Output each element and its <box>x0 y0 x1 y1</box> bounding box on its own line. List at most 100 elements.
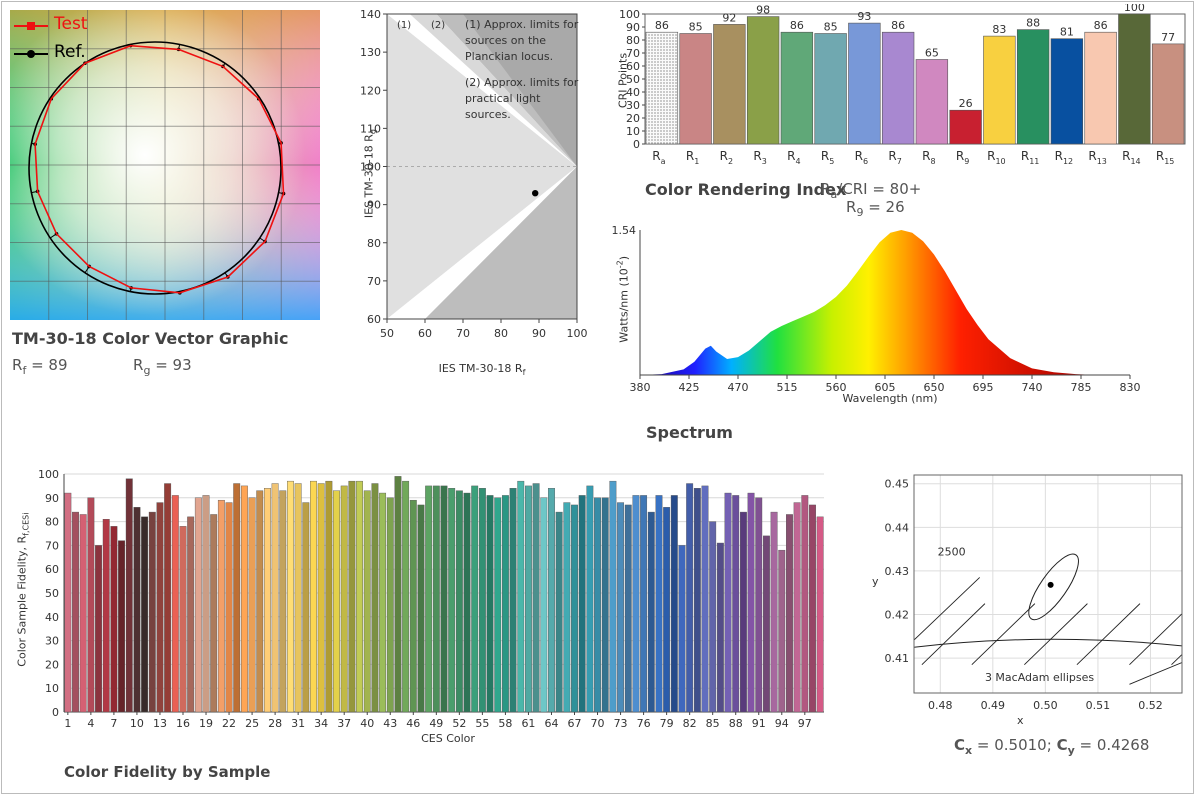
fidelity-bar <box>340 485 348 713</box>
spectrum-panel: 1.54 380 425 470 515 560 605 650 695 740 785 830 Wa… <box>600 222 1190 412</box>
cri-value-label: 81 <box>1060 26 1074 39</box>
macadam-ellipse <box>1028 553 1079 621</box>
cri-value-label: 92 <box>722 11 736 24</box>
fidelity-bar <box>555 511 563 713</box>
x-tick-label: 55 <box>475 717 489 730</box>
rf-rg-panel: 60 70 80 90 100 110 120 130 140 50 60 70 80 90 100 (1)(… <box>355 6 595 391</box>
fidelity-bar <box>356 480 363 713</box>
x-tick-label: 785 <box>1071 381 1092 394</box>
rf-rg-point <box>532 189 539 197</box>
cri-bar <box>814 33 847 145</box>
fidelity-bar <box>125 478 133 713</box>
y-tick-label: 10 <box>45 682 59 695</box>
fidelity-bar <box>240 485 248 713</box>
y-tick-label: 80 <box>626 34 640 47</box>
note2-tag: (2) <box>431 20 445 31</box>
fidelity-bar <box>678 545 686 713</box>
fidelity-bar <box>724 492 732 713</box>
cri-category-label: R8 <box>922 149 935 166</box>
fidelity-bar <box>409 499 417 713</box>
x-tick-label: 22 <box>222 717 236 730</box>
cy-number: = 0.4268 <box>1079 736 1150 754</box>
vector-graphic-caption: TM-30-18 Color Vector Graphic <box>12 329 289 348</box>
cri-value-label: 26 <box>959 97 973 110</box>
spectrum-chart: 1.54 380 425 470 515 560 605 650 695 740 785 830 <box>612 224 1141 394</box>
fidelity-bar <box>386 497 394 713</box>
fidelity-bar <box>371 483 379 713</box>
fidelity-caption: Color Fidelity by Sample <box>64 763 271 781</box>
fidelity-bar <box>171 495 179 713</box>
fidelity-bar <box>647 511 655 713</box>
spectrum-peak-label: 1.54 <box>612 224 637 237</box>
r9-label: R <box>846 198 857 216</box>
y-tick-label: 20 <box>626 112 640 125</box>
y-tick-label: 60 <box>367 313 381 326</box>
cri-bar <box>713 24 746 145</box>
vector-graphic-panel: Test Ref. <box>0 0 320 320</box>
chromaticity-point <box>1047 581 1054 588</box>
chromaticity-panel: 0.48 0.49 0.50 0.51 0.52 0.41 0.42 0.43 0.44 0.45… <box>862 465 1190 730</box>
fidelity-bar <box>110 526 118 713</box>
x-tick-label: 10 <box>130 717 144 730</box>
note2-line: practical light <box>465 92 541 105</box>
cri-value-label: 83 <box>992 23 1006 36</box>
cri-category-label: R14 <box>1122 149 1141 166</box>
fidelity-bar <box>294 483 302 713</box>
fidelity-bar <box>440 485 448 713</box>
cri-caption-title: Color Rendering Index <box>645 180 847 199</box>
fidelity-bar <box>586 485 594 713</box>
fidelity-bar <box>379 492 387 713</box>
y-tick-label: 70 <box>45 539 59 552</box>
fidelity-bar <box>571 504 578 713</box>
fidelity-bar <box>263 488 271 713</box>
x-tick-label: 740 <box>1022 381 1043 394</box>
fidelity-bar <box>563 502 571 713</box>
fidelity-bar <box>594 497 601 713</box>
cri-value-label: 93 <box>857 10 871 23</box>
cri-bar <box>848 22 881 145</box>
cri-value-label: 85 <box>689 21 703 34</box>
x-tick-label: 28 <box>268 717 282 730</box>
cri-value-label: 86 <box>790 19 804 32</box>
note1-line: (1) Approx. limits for <box>465 18 579 31</box>
x-tick-label: 88 <box>729 717 743 730</box>
y-tick-label: 90 <box>45 492 59 505</box>
x-tick-label: 0.51 <box>1086 699 1111 712</box>
y-tick-label: 10 <box>626 125 640 138</box>
spectrum-ylabel-end: ) <box>617 255 631 261</box>
fidelity-bar <box>141 516 149 713</box>
x-tick-label: 76 <box>637 717 651 730</box>
x-tick-label: 50 <box>380 327 394 340</box>
fidelity-bar <box>793 502 801 713</box>
cri-caption: Color Rendering Index <box>645 180 846 199</box>
fidelity-ylabel-main: Color Sample Fidelity, R <box>15 535 29 667</box>
x-tick-label: 830 <box>1120 381 1141 394</box>
isotemperature-line <box>1076 603 1141 665</box>
fidelity-bar <box>148 511 156 713</box>
cri-bar <box>1050 38 1084 145</box>
y-tick-label: 70 <box>367 275 381 288</box>
x-tick-label: 37 <box>337 717 351 730</box>
x-tick-label: 58 <box>498 717 512 730</box>
limits-region-2-upper <box>463 14 577 167</box>
note1-line: sources on the <box>465 34 546 47</box>
cri-value-label: 77 <box>1161 31 1175 44</box>
y-tick-label: 40 <box>45 611 59 624</box>
fidelity-bar <box>709 521 717 713</box>
fidelity-bar <box>471 485 479 713</box>
cri-bar <box>679 33 712 145</box>
x-tick-label: 695 <box>973 381 994 394</box>
x-tick-label: 49 <box>429 717 443 730</box>
y-tick-label: 100 <box>360 161 381 174</box>
x-tick-label: 560 <box>826 381 847 394</box>
cri-bar <box>645 31 679 145</box>
fidelity-bar <box>578 495 586 713</box>
cri-category-label: R6 <box>855 149 868 166</box>
cri-panel: 0 10 20 30 40 50 60 70 80 90 100 86 Ra 85 R1 92 R2 98 R3 86… <box>600 1 1190 229</box>
fidelity-bar <box>394 476 402 713</box>
fidelity-bar <box>501 495 509 713</box>
fidelity-ylabel: Color Sample Fidelity, Rf,CESi <box>15 485 30 695</box>
fidelity-bar <box>256 490 264 713</box>
cy-label: C <box>1056 736 1068 754</box>
rf-label: R <box>12 356 23 374</box>
